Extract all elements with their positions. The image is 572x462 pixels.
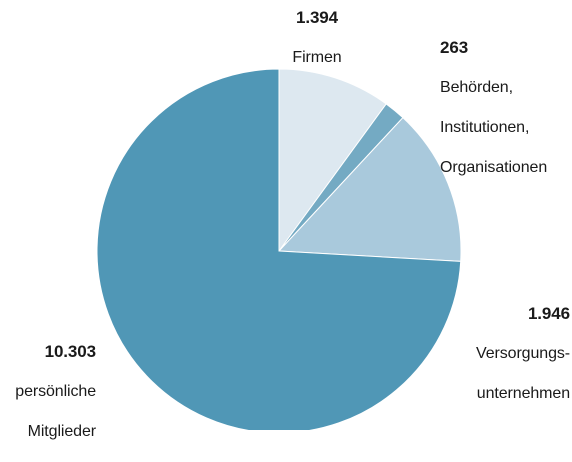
slice-name-line: Behörden, <box>440 79 513 96</box>
slice-name-line: Versorgungs- <box>476 345 570 362</box>
slice-name-line: persönliche <box>15 383 96 400</box>
pie-slice-firmen <box>278 68 387 253</box>
slice-name-line: Organisationen <box>440 159 548 176</box>
slice-label-persoenliche-mitglieder: 10.303 persönliche Mitglieder <box>0 342 96 462</box>
slice-value-persoenliche-mitglieder: 10.303 <box>44 342 97 361</box>
slice-name-behoerden: Behörden, Institutionen, Organisationen <box>440 58 570 198</box>
slice-label-firmen: 1.394 Firmen <box>262 8 372 88</box>
slice-label-behoerden: 263 Behörden, Institutionen, Organisatio… <box>440 38 570 198</box>
pie-slices <box>96 68 462 430</box>
slice-value-behoerden: 263 <box>440 38 469 57</box>
slice-name-firmen: Firmen <box>262 28 372 88</box>
slice-label-versorgungsunternehmen: 1.946 Versorgungs- unternehmen <box>460 304 570 424</box>
pie-chart <box>96 68 462 430</box>
slice-name-versorgungsunternehmen: Versorgungs- unternehmen <box>460 324 570 424</box>
slice-name-line: unternehmen <box>476 385 570 402</box>
slice-value-firmen: 1.394 <box>295 8 339 27</box>
pie-slice-versorgungsunternehmen <box>277 116 462 262</box>
slice-value-versorgungsunternehmen: 1.946 <box>527 304 570 323</box>
pie-slice-persoenliche-mitglieder <box>96 68 462 430</box>
slice-name-persoenliche-mitglieder: persönliche Mitglieder <box>0 362 96 462</box>
slice-name-line: Firmen <box>292 49 342 66</box>
slice-name-line: Institutionen, <box>440 119 530 136</box>
slice-name-line: Mitglieder <box>27 423 96 440</box>
